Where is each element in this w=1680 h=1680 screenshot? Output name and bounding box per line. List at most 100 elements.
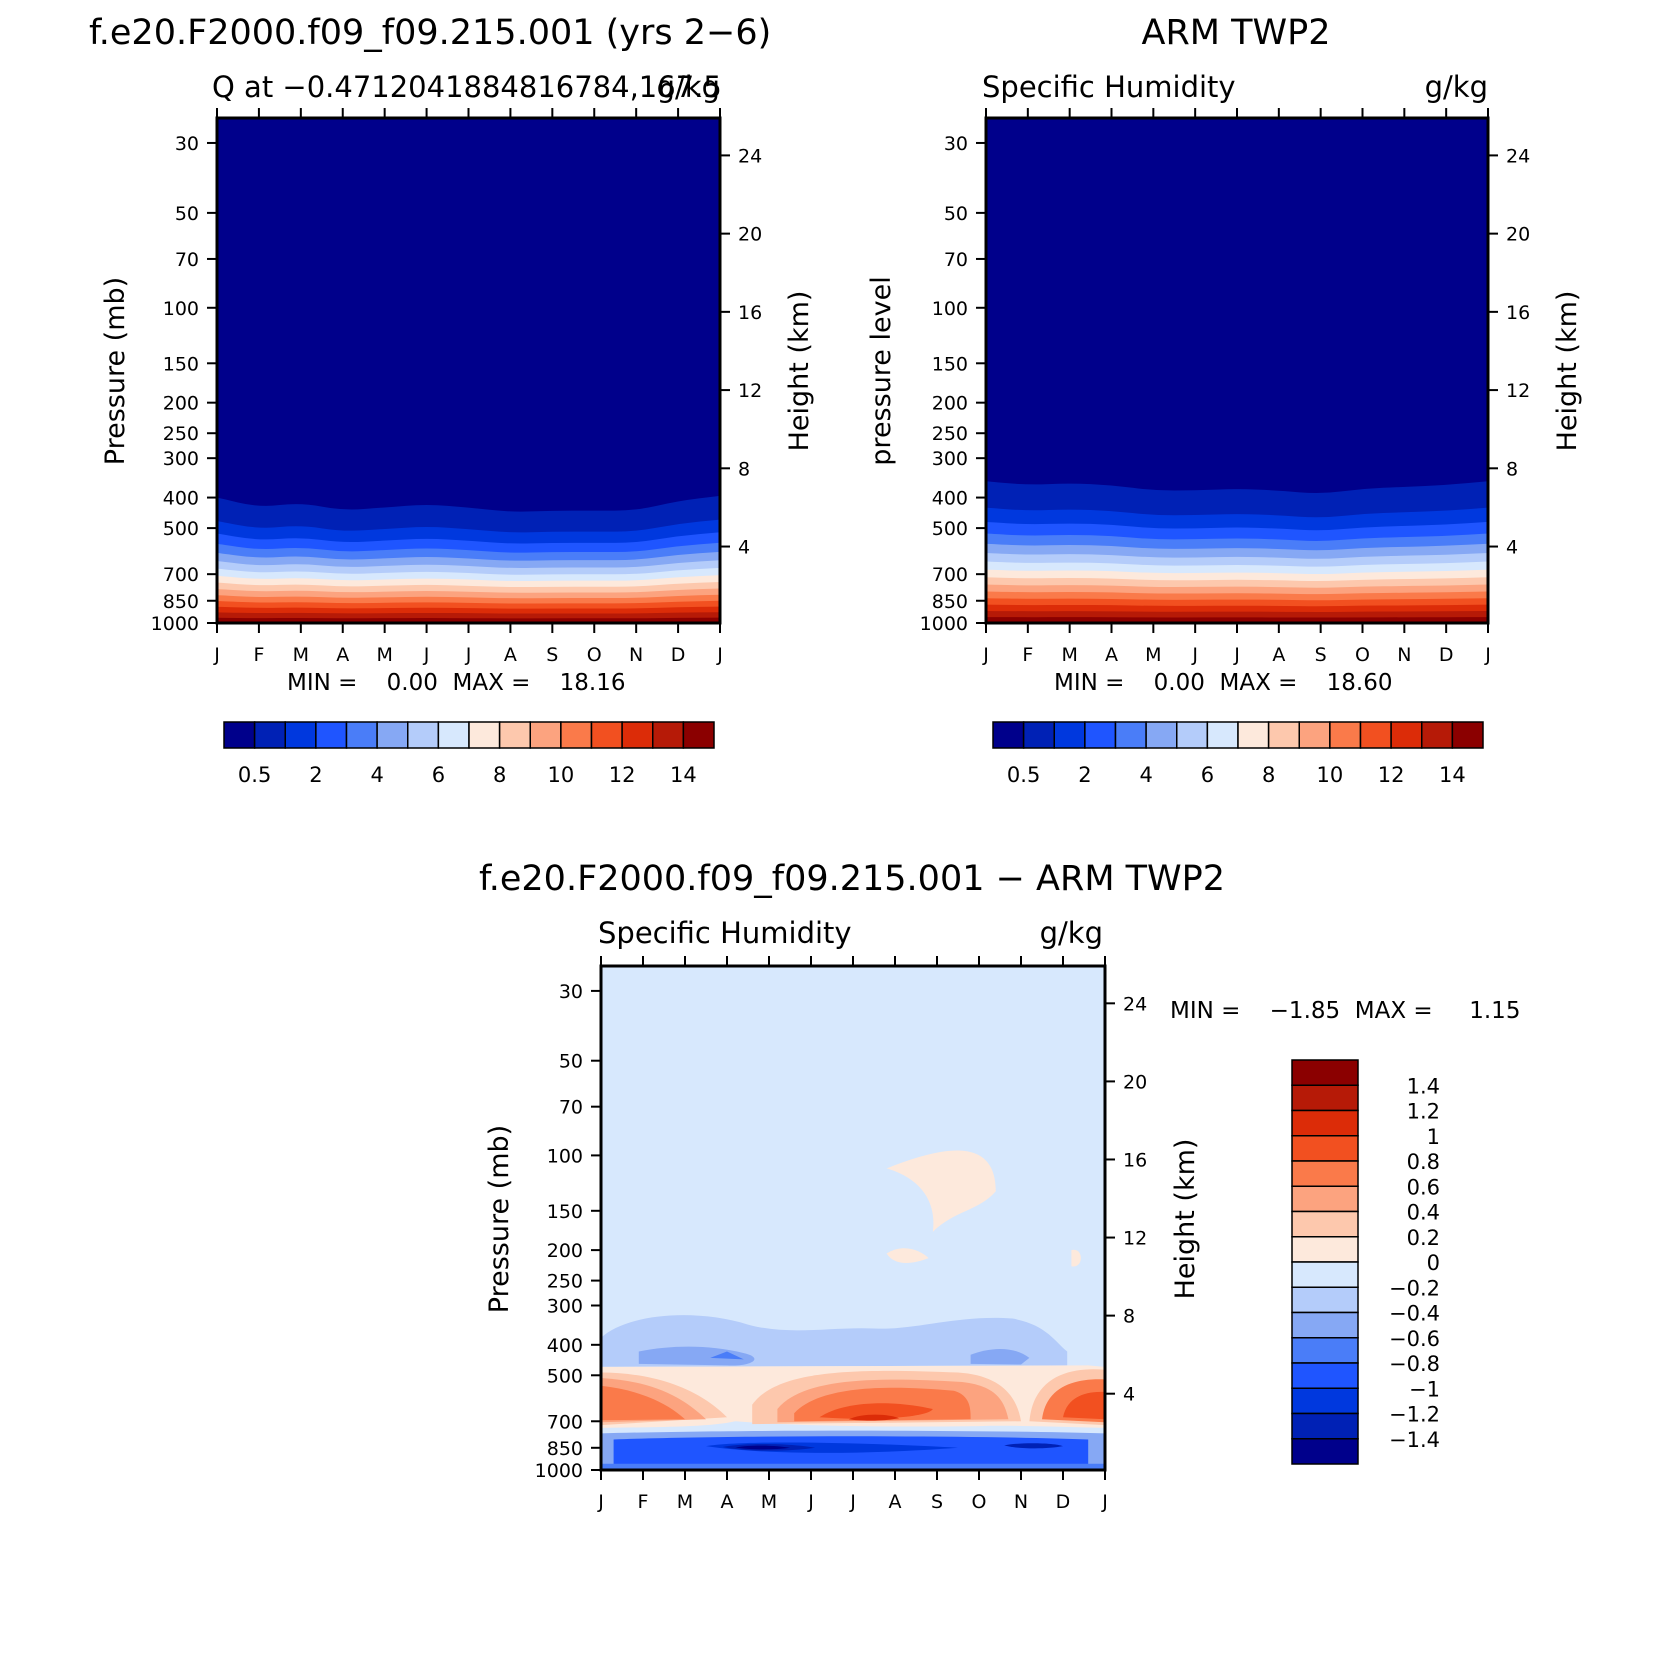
colorbar-label: −0.6 [1389, 1327, 1440, 1351]
colorbar-label: 0.8 [1407, 1150, 1440, 1174]
month-tick-label: J [213, 644, 220, 666]
y-axis-label: pressure level [866, 276, 897, 465]
colorbar-label: −0.4 [1389, 1302, 1440, 1326]
height-tick-label: 12 [738, 380, 762, 402]
colorbar-swatch [1291, 1185, 1359, 1213]
colorbar-swatch [1421, 721, 1454, 749]
colorbar-swatch [1359, 721, 1392, 749]
colorbar-label: 4 [1139, 763, 1152, 787]
height-tick-label: 20 [1123, 1071, 1147, 1093]
pressure-tick-label: 50 [559, 1051, 583, 1073]
month-tick-label: J [1484, 644, 1491, 666]
colorbar-swatch [1451, 721, 1484, 749]
month-tick-label: D [1056, 1491, 1071, 1513]
height-tick-label: 8 [738, 458, 750, 480]
pressure-tick-label: 30 [559, 981, 583, 1003]
colorbar-label: 14 [1439, 763, 1466, 787]
month-tick-label: J [1191, 644, 1198, 666]
chart-subtitle: Q at −0.4712041884816784,167.5 [212, 70, 722, 104]
colorbar-swatch [1114, 721, 1147, 749]
pressure-tick-label: 700 [547, 1411, 583, 1433]
y2-axis-label: Height (km) [784, 291, 815, 452]
colorbar-swatch [529, 721, 562, 749]
pressure-tick-label: 150 [163, 353, 199, 375]
contour-band [638, 1346, 755, 1366]
colorbar-label: 0.5 [238, 763, 271, 787]
pressure-tick-label: 850 [163, 591, 199, 613]
colorbar-swatch [468, 721, 501, 749]
pressure-tick-label: 850 [932, 591, 968, 613]
month-tick-label: A [1272, 644, 1285, 666]
month-tick-label: A [889, 1491, 902, 1513]
month-tick-label: J [1101, 1491, 1108, 1513]
min-max-readout: MIN = 0.00 MAX = 18.60 [1054, 670, 1393, 696]
pressure-tick-label: 500 [932, 518, 968, 540]
colorbar-swatch [652, 721, 685, 749]
chart-title: f.e20.F2000.f09_f09.215.001 (yrs 2−6) [89, 13, 771, 53]
month-tick-label: M [376, 644, 392, 666]
month-tick-label: M [761, 1491, 777, 1513]
month-tick-label: F [1022, 644, 1033, 666]
month-tick-label: M [677, 1491, 693, 1513]
y-axis-label: Pressure (mb) [100, 277, 131, 465]
month-tick-label: F [638, 1491, 649, 1513]
chart-title: ARM TWP2 [1142, 13, 1331, 53]
colorbar-label: 0.5 [1007, 763, 1040, 787]
pressure-tick-label: 1000 [535, 1460, 583, 1482]
colorbar-swatch [1291, 1160, 1359, 1187]
month-tick-label: J [849, 1491, 856, 1513]
colorbar-swatch [1084, 721, 1117, 749]
colorbar-swatch [376, 721, 409, 749]
contour-band [848, 1414, 900, 1421]
chart-title: f.e20.F2000.f09_f09.215.001 − ARM TWP2 [479, 859, 1225, 899]
pressure-tick-label: 1000 [151, 613, 199, 635]
pressure-tick-label: 500 [547, 1365, 583, 1387]
pressure-tick-label: 400 [547, 1335, 583, 1357]
colorbar-label: 2 [1078, 763, 1091, 787]
month-tick-label: O [1355, 644, 1370, 666]
colorbar-label: −0.2 [1389, 1276, 1440, 1300]
pressure-tick-label: 70 [559, 1097, 583, 1119]
month-tick-label: D [671, 644, 686, 666]
colorbar-swatch [407, 721, 440, 749]
colorbar-label: 1.2 [1407, 1100, 1440, 1124]
contour-band [1063, 1391, 1105, 1420]
pressure-tick-label: 50 [944, 203, 968, 225]
colorbar-swatch [1390, 721, 1423, 749]
pressure-tick-label: 200 [932, 393, 968, 415]
month-tick-label: J [423, 644, 430, 666]
colorbar-label: 8 [1262, 763, 1275, 787]
contour-plot [215, 116, 722, 625]
colorbar-swatch [1291, 1236, 1359, 1263]
colorbar-label: −1.4 [1389, 1428, 1440, 1452]
min-max-readout: MIN = 0.00 MAX = 18.16 [287, 670, 626, 696]
y-axis-label: Pressure (mb) [484, 1125, 515, 1313]
contour-plot [599, 964, 1107, 1472]
contour-band [819, 1403, 933, 1419]
colorbar-swatch [253, 721, 286, 749]
units-label: g/kg [657, 70, 720, 104]
colorbar-label: 1.4 [1407, 1074, 1440, 1098]
colorbar-swatch [437, 721, 470, 749]
month-tick-label: J [982, 644, 989, 666]
panel-model: f.e20.F2000.f09_f09.215.001 (yrs 2−6) Q … [89, 13, 815, 787]
pressure-tick-label: 500 [163, 518, 199, 540]
colorbar-label: 10 [548, 763, 575, 787]
pressure-tick-label: 70 [175, 249, 199, 271]
contour-fill-group [986, 118, 1488, 623]
height-tick-label: 12 [1506, 380, 1530, 402]
month-tick-label: J [465, 644, 472, 666]
pressure-tick-label: 200 [163, 393, 199, 415]
pressure-tick-label: 400 [163, 488, 199, 510]
pressure-tick-label: 250 [163, 423, 199, 445]
contour-band [735, 1445, 790, 1450]
height-tick-label: 4 [1123, 1384, 1135, 1406]
colorbar-label: 12 [1378, 763, 1405, 787]
pressure-tick-label: 50 [175, 203, 199, 225]
colorbar-swatch [992, 721, 1025, 749]
